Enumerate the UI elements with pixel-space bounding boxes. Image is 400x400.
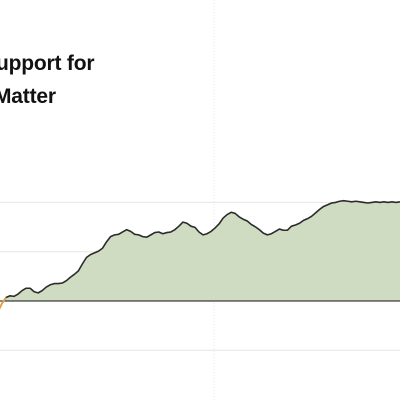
area-fill: [0, 200, 400, 301]
chart-title-line-1: upport for: [0, 52, 94, 75]
series-line: [0, 199, 400, 310]
chart-title-line-2: Matter: [0, 85, 56, 108]
series-line-start-segment: [0, 297, 7, 310]
